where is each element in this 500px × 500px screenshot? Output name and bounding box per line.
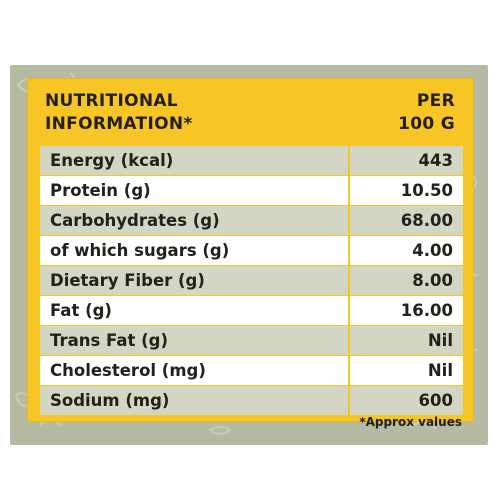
header-serving: PER 100 G	[335, 90, 455, 136]
row-value: 600	[350, 386, 463, 415]
row-label: Dietary Fiber (g)	[40, 266, 348, 295]
nutrition-table: NUTRITIONAL INFORMATION* PER 100 G Energ…	[27, 78, 474, 422]
row-value: 10.50	[350, 176, 463, 205]
table-row: Energy (kcal) 443	[40, 146, 463, 176]
table-row: Fat (g) 16.00	[40, 296, 463, 326]
row-label: Fat (g)	[40, 296, 348, 325]
row-value: 16.00	[350, 296, 463, 325]
table-header: NUTRITIONAL INFORMATION* PER 100 G	[28, 79, 473, 145]
row-label: Sodium (mg)	[40, 386, 348, 415]
label-background-panel: NUTRITIONAL INFORMATION* PER 100 G Energ…	[10, 65, 488, 445]
row-label: Carbohydrates (g)	[40, 206, 348, 235]
row-value: 443	[350, 146, 463, 175]
column-divider	[348, 146, 350, 415]
table-row: of which sugars (g) 4.00	[40, 236, 463, 266]
row-label: of which sugars (g)	[40, 236, 348, 265]
row-label: Trans Fat (g)	[40, 326, 348, 355]
table-row: Cholesterol (mg) Nil	[40, 356, 463, 386]
header-title: NUTRITIONAL INFORMATION*	[45, 90, 285, 136]
table-row: Trans Fat (g) Nil	[40, 326, 463, 356]
row-value: 4.00	[350, 236, 463, 265]
header-serving-line1: PER	[416, 91, 455, 111]
table-row: Sodium (mg) 600	[40, 386, 463, 416]
header-title-line1: NUTRITIONAL	[45, 91, 178, 111]
row-value: 8.00	[350, 266, 463, 295]
row-value: 68.00	[350, 206, 463, 235]
table-row: Protein (g) 10.50	[40, 176, 463, 206]
row-value: Nil	[350, 356, 463, 385]
header-serving-line2: 100 G	[398, 114, 455, 134]
table-body: Energy (kcal) 443 Protein (g) 10.50 Carb…	[40, 146, 463, 416]
row-label: Protein (g)	[40, 176, 348, 205]
row-label: Energy (kcal)	[40, 146, 348, 175]
row-value: Nil	[350, 326, 463, 355]
row-label: Cholesterol (mg)	[40, 356, 348, 385]
table-row: Carbohydrates (g) 68.00	[40, 206, 463, 236]
table-row: Dietary Fiber (g) 8.00	[40, 266, 463, 296]
header-title-line2: INFORMATION*	[45, 114, 193, 134]
approx-values-footnote: *Approx values	[359, 415, 462, 429]
